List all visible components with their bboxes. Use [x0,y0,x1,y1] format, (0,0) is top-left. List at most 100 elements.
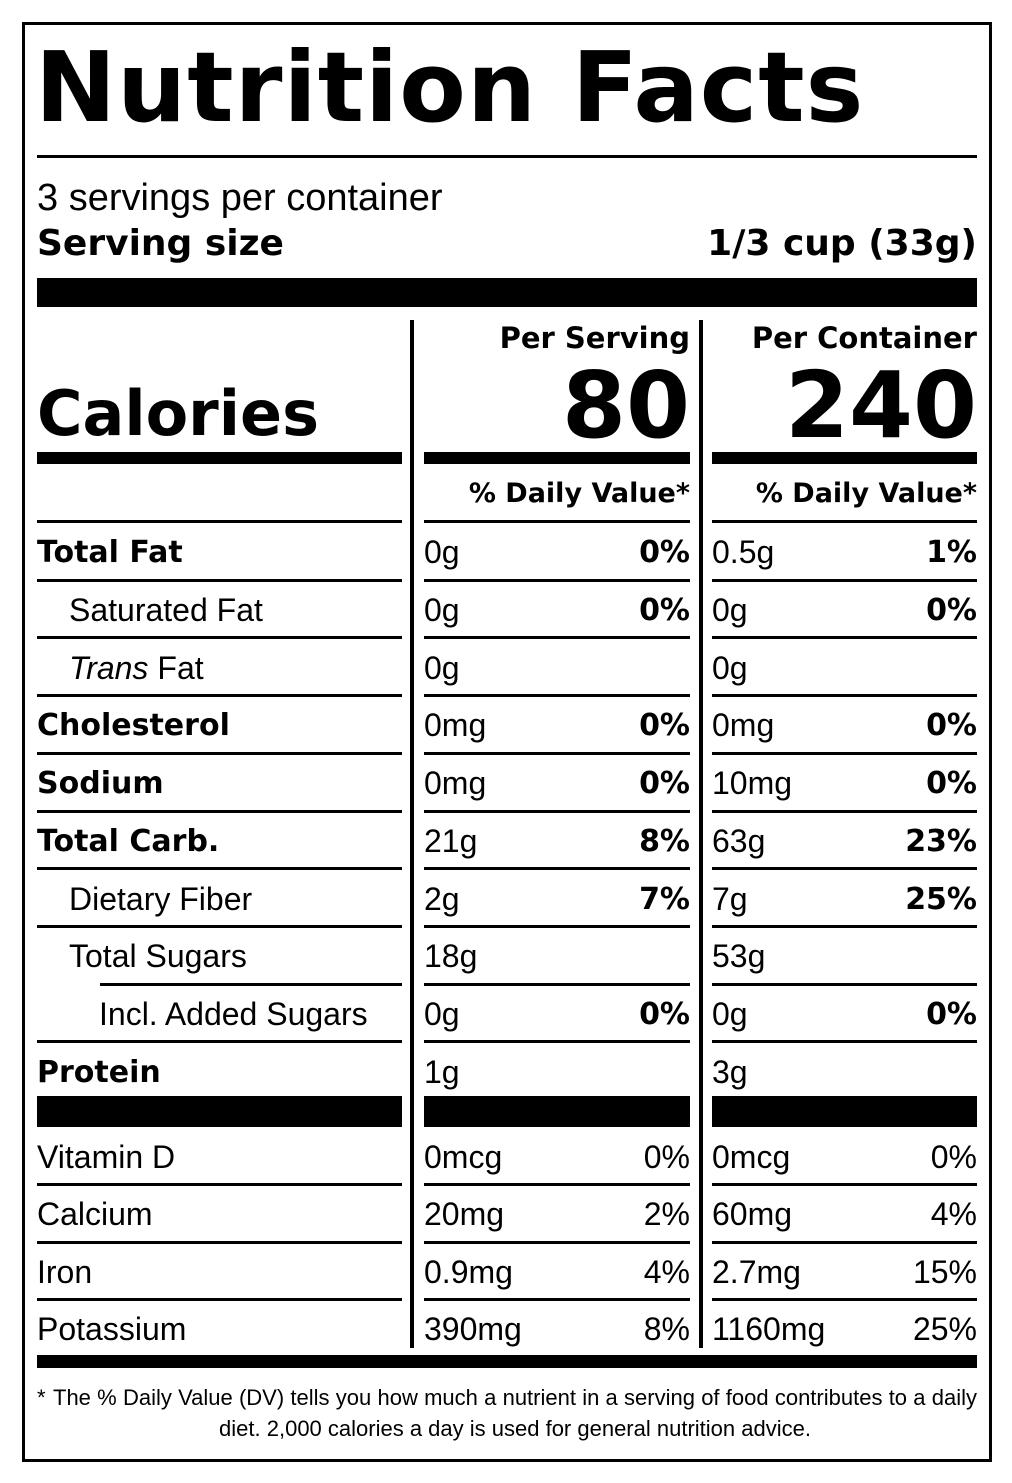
amount: 0g [712,649,748,686]
nutrient-cell: 20mg 2% [424,1186,690,1243]
daily-value: 0% [926,766,977,802]
rule [712,694,977,698]
rule [37,578,402,582]
daily-value: 1% [926,535,977,571]
amount: 21g [424,822,478,859]
footnote-mark: * [37,1385,46,1410]
daily-value: 8% [643,1311,690,1348]
nutrient-cell: 0mg 0% [424,697,690,755]
rule [37,1183,402,1187]
nutrient-name-text: Dietary Fiber [69,880,253,917]
rule [424,924,690,928]
daily-value: 0% [926,593,977,629]
nutrient-name-text: Fat [157,649,204,686]
nutrient-name: Iron [37,1244,402,1301]
calories-label: Calories [37,377,319,450]
nutrient-cell: 0g 0% [712,986,977,1044]
daily-value: 15% [912,1253,977,1290]
nutrient-cell: 0g 0% [424,524,690,582]
column-header: Per Container [751,321,977,355]
daily-value: 2% [643,1196,690,1233]
rule [424,809,690,813]
daily-value: 0% [643,1139,690,1176]
daily-value: 25% [905,881,977,917]
amount: 18g [424,938,478,975]
amount: 0g [424,649,460,686]
rule [37,751,402,755]
nutrient-cell: 53g [712,928,977,986]
rule [424,636,690,640]
nutrient-name-text: Protein [37,1054,161,1090]
daily-value: 0% [639,593,690,629]
nutrient-name: Vitamin D [37,1129,402,1186]
nutrient-name-text: Sodium [37,766,164,802]
rule [712,1240,977,1244]
amount: 0mg [424,765,487,802]
daily-value: 0% [930,1139,977,1176]
nutrient-name-text: Potassium [37,1311,187,1348]
thick-bar [712,1096,977,1127]
nutrient-name: Total Carb. [37,813,402,871]
daily-value: 0% [639,766,690,802]
nutrient-cell: 60mg 4% [712,1186,977,1243]
nutrient-cell: 3g [712,1043,977,1101]
rule [37,636,402,640]
rule [424,1240,690,1244]
daily-value: 4% [930,1196,977,1233]
amount: 0mg [424,707,487,744]
nutrient-cell: 0g [712,639,977,697]
rule [424,520,690,523]
rule [712,924,977,928]
amount: 390mg [424,1311,522,1348]
rule [37,1297,402,1301]
amount: 3g [712,1053,748,1090]
rule [37,1240,402,1244]
nutrient-name: Saturated Fat [69,582,402,640]
frame [22,22,992,1462]
serving-size-label: Serving size [37,223,284,264]
rule [37,924,402,928]
nutrient-name: Potassium [37,1301,402,1358]
nutrient-cell: 1g [424,1043,690,1101]
rule [712,982,977,986]
nutrient-name-italic: Trans [69,649,149,686]
nutrient-cell: 0g 0% [712,582,977,640]
rule [100,982,402,986]
thick-bar [424,452,690,464]
rule [712,809,977,813]
amount: 0g [424,534,460,571]
nutrient-name-text: Iron [37,1253,93,1290]
amount: 0.9mg [424,1253,513,1290]
nutrient-cell: 0mcg 0% [712,1129,977,1186]
nutrient-name: Sodium [37,755,402,813]
thick-bar [37,278,977,307]
nutrient-name-text: Incl. Added Sugars [99,995,368,1032]
calories-value: 80 [561,352,690,459]
nutrient-cell: 2.7mg 15% [712,1244,977,1301]
rule [712,1183,977,1187]
thick-bar [37,1096,402,1127]
amount: 10mg [712,765,793,802]
rule [424,694,690,698]
thick-bar [37,1355,977,1368]
dv-header: % Daily Value* [468,478,690,509]
rule [37,809,402,813]
thick-bar [712,452,977,464]
daily-value: 25% [912,1311,977,1348]
nutrient-name-text: Total Fat [37,535,183,571]
daily-value: 7% [639,881,690,917]
rule [424,867,690,871]
nutrient-cell: 0mcg 0% [424,1129,690,1186]
nutrient-name-text: Vitamin D [37,1139,176,1176]
daily-value: 0% [639,996,690,1032]
daily-value: 4% [643,1253,690,1290]
rule [424,1183,690,1187]
rule [424,1040,690,1044]
nutrient-cell: 390mg 8% [424,1301,690,1358]
nutrient-name: Trans Fat [69,639,402,697]
amount: 20mg [424,1196,505,1233]
rule [712,1297,977,1301]
amount: 60mg [712,1196,793,1233]
daily-value: 23% [905,823,977,859]
amount: 53g [712,938,766,975]
